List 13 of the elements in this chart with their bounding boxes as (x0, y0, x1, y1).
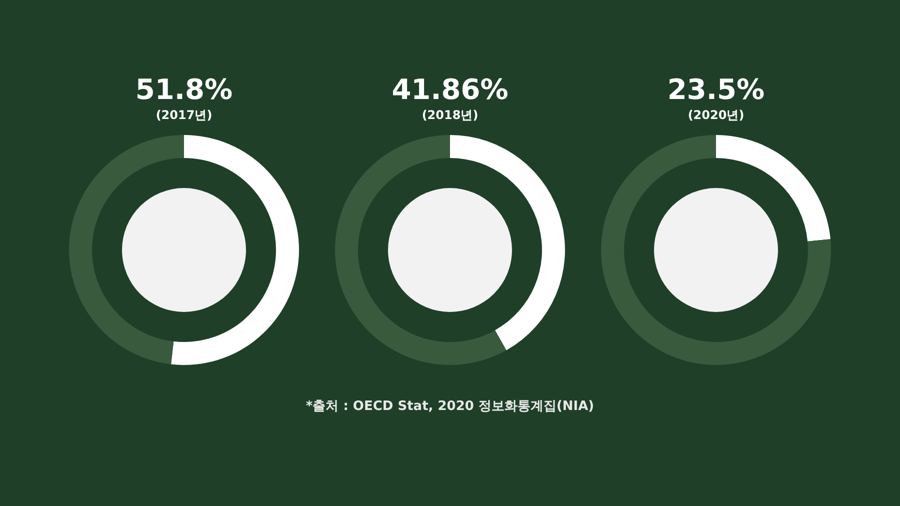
text: *출처 : OECD Stat, 2020 정보화통계집(NIA) (306, 399, 594, 414)
data-label: 41.86% (392, 73, 508, 106)
donut-slice (450, 135, 565, 350)
donut-slice (171, 135, 299, 365)
text: (2018년) (422, 108, 478, 122)
data-label: 23.5% (667, 73, 765, 106)
donut-slice (69, 135, 184, 364)
donut-slice (716, 135, 830, 242)
donut-slice (335, 135, 506, 365)
data-label: 51.8% (135, 73, 233, 106)
text: (2017년) (156, 108, 212, 122)
donut-slice (601, 135, 831, 365)
text: (2020년) (688, 108, 744, 122)
